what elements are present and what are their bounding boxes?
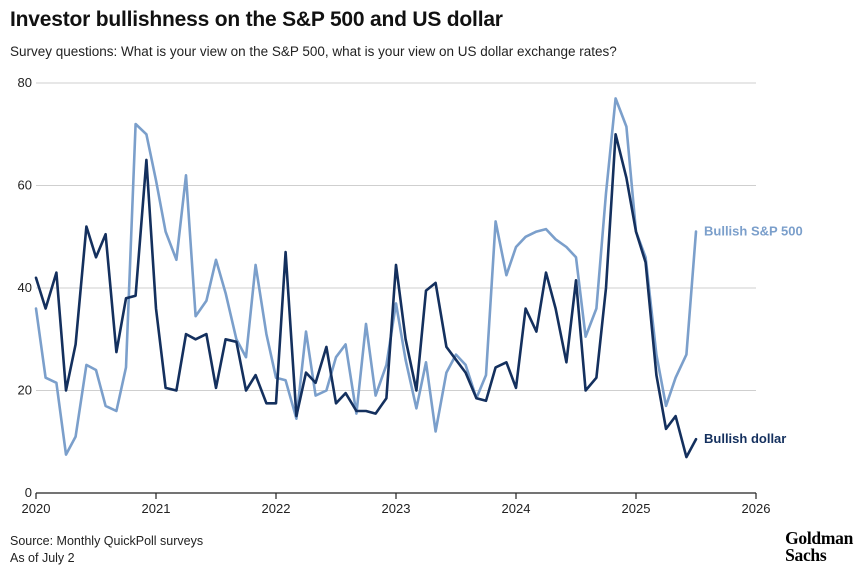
x-tick-label: 2024 [502,501,531,516]
y-tick-label: 80 [18,75,32,90]
series-line-bullish-s-p-500 [34,97,698,456]
y-tick-label: 20 [18,383,32,398]
logo-line-1: Goldman [785,528,853,548]
x-tick-label: 2020 [22,501,51,516]
logo-line-2: Sachs [785,545,827,565]
source-note: Source: Monthly QuickPoll surveys As of … [10,533,203,567]
chart-title: Investor bullishness on the S&P 500 and … [10,8,503,31]
series-label-bullish-dollar: Bullish dollar [704,431,786,446]
y-tick-label: 40 [18,280,32,295]
x-tick-label: 2023 [382,501,411,516]
chart-subtitle: Survey questions: What is your view on t… [10,44,617,59]
x-tick-label: 2026 [742,501,771,516]
goldman-sachs-logo: Goldman Sachs [785,528,853,565]
x-tick-label: 2021 [142,501,171,516]
x-tick-label: 2022 [262,501,291,516]
series-label-bullish-s-p-500: Bullish S&P 500 [704,224,803,239]
series-labels: Bullish S&P 500 Bullish dollar [704,224,803,447]
y-tick-label: 0 [25,485,32,500]
x-tick-label: 2025 [622,501,651,516]
as-of-date: As of July 2 [10,551,75,565]
y-axis-ticks: 0 20 40 60 80 [18,75,32,500]
gridlines [36,82,756,391]
series-line-bullish-dollar [34,133,698,459]
y-tick-label: 60 [18,178,32,193]
source-text: Source: Monthly QuickPoll surveys [10,534,204,548]
series-layer [34,97,698,459]
x-axis: 2020 2021 2022 2023 2024 2025 2026 [22,492,771,516]
